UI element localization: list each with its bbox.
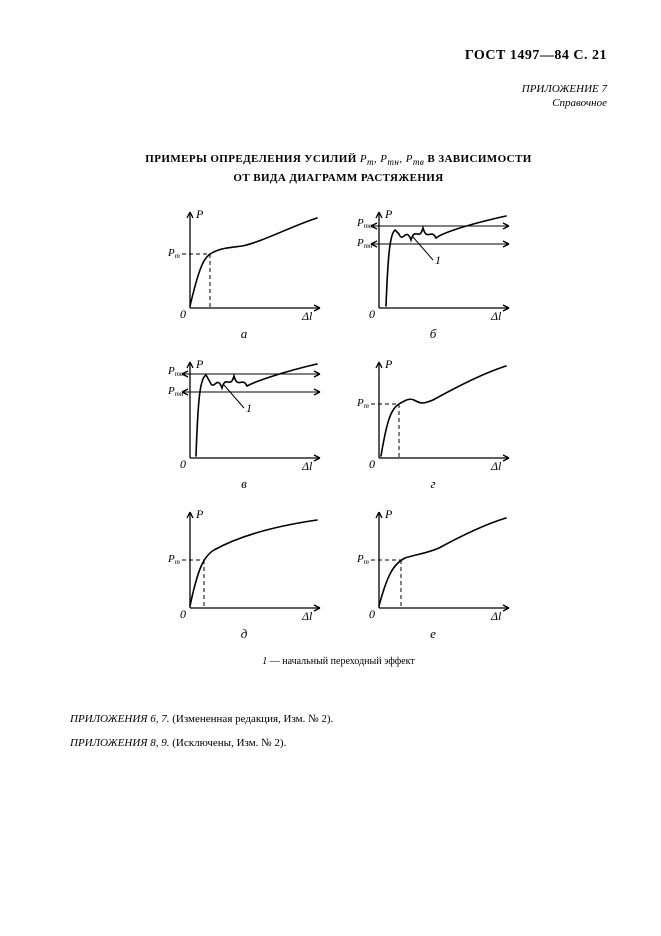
diagram-panel-g: P Δl 0 Pт г [351,354,516,498]
svg-text:P: P [195,357,204,371]
appendix-type: Справочное [552,97,607,109]
svg-text:P: P [384,507,393,521]
svg-text:Pт: Pт [167,553,180,566]
svg-text:Pт: Pт [356,397,369,410]
diagram-panel-e: P Δl 0 Pт е [351,504,516,648]
panel-letter: в [162,476,327,492]
svg-text:0: 0 [180,457,186,471]
figure-row: P Δl 0 Pт а P Δl 0 Pтв Pтн 1 б [149,204,529,348]
svg-text:Pтн: Pтн [356,237,373,250]
svg-text:P: P [384,207,393,221]
title-prefix: ПРИМЕРЫ ОПРЕДЕЛЕНИЯ УСИЛИЙ [145,153,360,165]
footnote-text: (Исключены, Изм. № 2). [170,737,287,749]
diagram-panel-b: P Δl 0 Pтв Pтн 1 б [351,204,516,348]
footnote-line: ПРИЛОЖЕНИЯ 6, 7. (Измененная редакция, И… [70,707,607,731]
stress-strain-chart: P Δl 0 Pт [351,504,516,624]
svg-text:Pтн: Pтн [167,385,184,398]
panel-letter: а [162,326,327,342]
panel-letter: б [351,326,516,342]
page: ГОСТ 1497—84 С. 21 ПРИЛОЖЕНИЕ 7 Справочн… [0,0,661,936]
svg-text:0: 0 [180,607,186,621]
svg-text:P: P [195,207,204,221]
standard-code: ГОСТ 1497—84 С. 21 [70,48,607,64]
figure-grid: PΔl0PтаPΔl0PтвPтн1б PΔl0PтвPтн1вPΔl0Pтг … [149,204,529,648]
svg-text:Δl: Δl [490,459,502,473]
svg-text:Pт: Pт [356,553,369,566]
appendix-label: ПРИЛОЖЕНИЕ 7 Справочное [70,82,607,111]
figure-row: P Δl 0 Pт д P Δl 0 Pт е [149,504,529,648]
figure-title: ПРИМЕРЫ ОПРЕДЕЛЕНИЯ УСИЛИЙ Pт, Pтн, Pтв … [70,151,607,186]
svg-text:Δl: Δl [301,459,313,473]
figure-row: P Δl 0 Pтв Pтн 1 в P Δl 0 Pт г [149,354,529,498]
stress-strain-chart: P Δl 0 Pт [351,354,516,474]
svg-text:Δl: Δl [301,309,313,323]
stress-strain-chart: P Δl 0 Pтв Pтн 1 [351,204,516,324]
caption-dash: — [267,656,282,667]
svg-text:1: 1 [435,253,441,267]
svg-text:0: 0 [369,607,375,621]
panel-letter: е [351,626,516,642]
figure-caption: 1 — начальный переходный эффект [70,656,607,667]
svg-text:0: 0 [369,457,375,471]
diagram-panel-d: P Δl 0 Pт д [162,504,327,648]
panel-letter: д [162,626,327,642]
footnote-appendix-ref: ПРИЛОЖЕНИЯ 8, 9. [70,737,170,749]
svg-text:1: 1 [246,401,252,415]
svg-text:Δl: Δl [490,309,502,323]
title-line2: ОТ ВИДА ДИАГРАММ РАСТЯЖЕНИЯ [233,172,443,184]
panel-letter: г [351,476,516,492]
footnote-text: (Измененная редакция, Изм. № 2). [170,713,334,725]
title-suffix: В ЗАВИСИМОСТИ [424,153,532,165]
svg-text:P: P [384,357,393,371]
diagram-panel-a: P Δl 0 Pт а [162,204,327,348]
caption-text: начальный переходный эффект [282,656,415,667]
diagram-panel-v: P Δl 0 Pтв Pтн 1 в [162,354,327,498]
svg-text:0: 0 [369,307,375,321]
svg-text:0: 0 [180,307,186,321]
svg-text:Pт: Pт [167,247,180,260]
stress-strain-chart: P Δl 0 Pт [162,504,327,624]
stress-strain-chart: P Δl 0 Pт [162,204,327,324]
stress-strain-chart: P Δl 0 Pтв Pтн 1 [162,354,327,474]
svg-text:Pтв: Pтв [356,217,372,230]
svg-text:Pтв: Pтв [167,365,183,378]
footnote-appendix-ref: ПРИЛОЖЕНИЯ 6, 7. [70,713,170,725]
footnotes: ПРИЛОЖЕНИЯ 6, 7. (Измененная редакция, И… [70,707,607,755]
appendix-number: ПРИЛОЖЕНИЕ 7 [522,83,607,95]
footnote-line: ПРИЛОЖЕНИЯ 8, 9. (Исключены, Изм. № 2). [70,731,607,755]
svg-text:Δl: Δl [301,609,313,623]
svg-text:Δl: Δl [490,609,502,623]
svg-text:P: P [195,507,204,521]
